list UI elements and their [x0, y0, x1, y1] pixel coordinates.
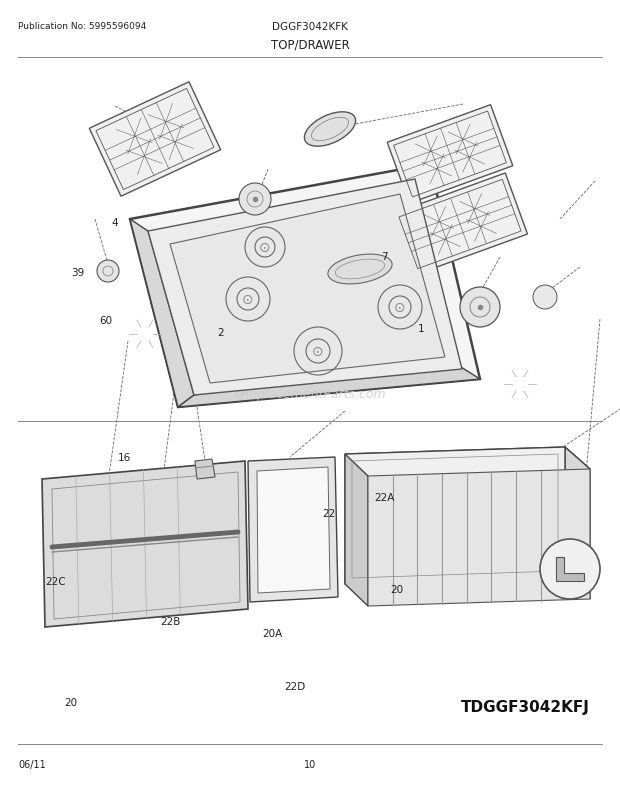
Polygon shape	[345, 455, 368, 606]
Text: 20A: 20A	[263, 629, 283, 638]
Polygon shape	[368, 469, 590, 606]
Text: 39: 39	[71, 268, 84, 277]
Polygon shape	[89, 83, 221, 197]
Text: ⊙: ⊙	[242, 293, 254, 306]
Text: ⊙: ⊙	[259, 241, 271, 255]
Text: DGGF3042KFK: DGGF3042KFK	[272, 22, 348, 32]
Text: 22B: 22B	[161, 617, 180, 626]
Text: 20: 20	[64, 697, 78, 707]
Polygon shape	[388, 106, 513, 204]
Polygon shape	[392, 174, 528, 276]
Polygon shape	[556, 557, 584, 581]
Text: 22A: 22A	[374, 492, 394, 502]
Text: 60: 60	[99, 316, 112, 326]
Text: ⊙: ⊙	[394, 301, 406, 314]
Ellipse shape	[328, 255, 392, 285]
Text: Publication No: 5995596094: Publication No: 5995596094	[18, 22, 146, 31]
Text: ⊙: ⊙	[312, 345, 324, 358]
Polygon shape	[565, 448, 590, 599]
Polygon shape	[248, 457, 338, 602]
Text: eReplacementParts.com: eReplacementParts.com	[234, 388, 386, 401]
Polygon shape	[195, 460, 215, 480]
Circle shape	[533, 286, 557, 310]
Text: 16: 16	[117, 452, 131, 462]
Text: 22D: 22D	[284, 681, 305, 691]
Text: 22: 22	[322, 508, 335, 518]
Circle shape	[239, 184, 271, 216]
Text: 22C: 22C	[45, 577, 66, 586]
Circle shape	[460, 288, 500, 327]
Polygon shape	[170, 195, 445, 383]
Polygon shape	[178, 358, 480, 407]
Polygon shape	[345, 448, 590, 476]
Polygon shape	[257, 468, 330, 593]
Text: 10: 10	[304, 759, 316, 769]
Circle shape	[540, 539, 600, 599]
Text: TDGGF3042KFJ: TDGGF3042KFJ	[461, 699, 590, 714]
Text: 7: 7	[381, 252, 388, 261]
Text: 06/11: 06/11	[18, 759, 46, 769]
Text: 20: 20	[390, 585, 404, 594]
Polygon shape	[345, 448, 565, 585]
Text: 2: 2	[217, 328, 223, 338]
Circle shape	[97, 261, 119, 282]
Polygon shape	[130, 164, 480, 407]
Polygon shape	[148, 180, 462, 395]
Text: 4: 4	[112, 218, 118, 228]
Text: 1: 1	[418, 324, 425, 334]
Polygon shape	[130, 220, 194, 407]
Text: TOP/DRAWER: TOP/DRAWER	[270, 38, 350, 51]
Ellipse shape	[304, 112, 356, 147]
Polygon shape	[42, 461, 248, 627]
